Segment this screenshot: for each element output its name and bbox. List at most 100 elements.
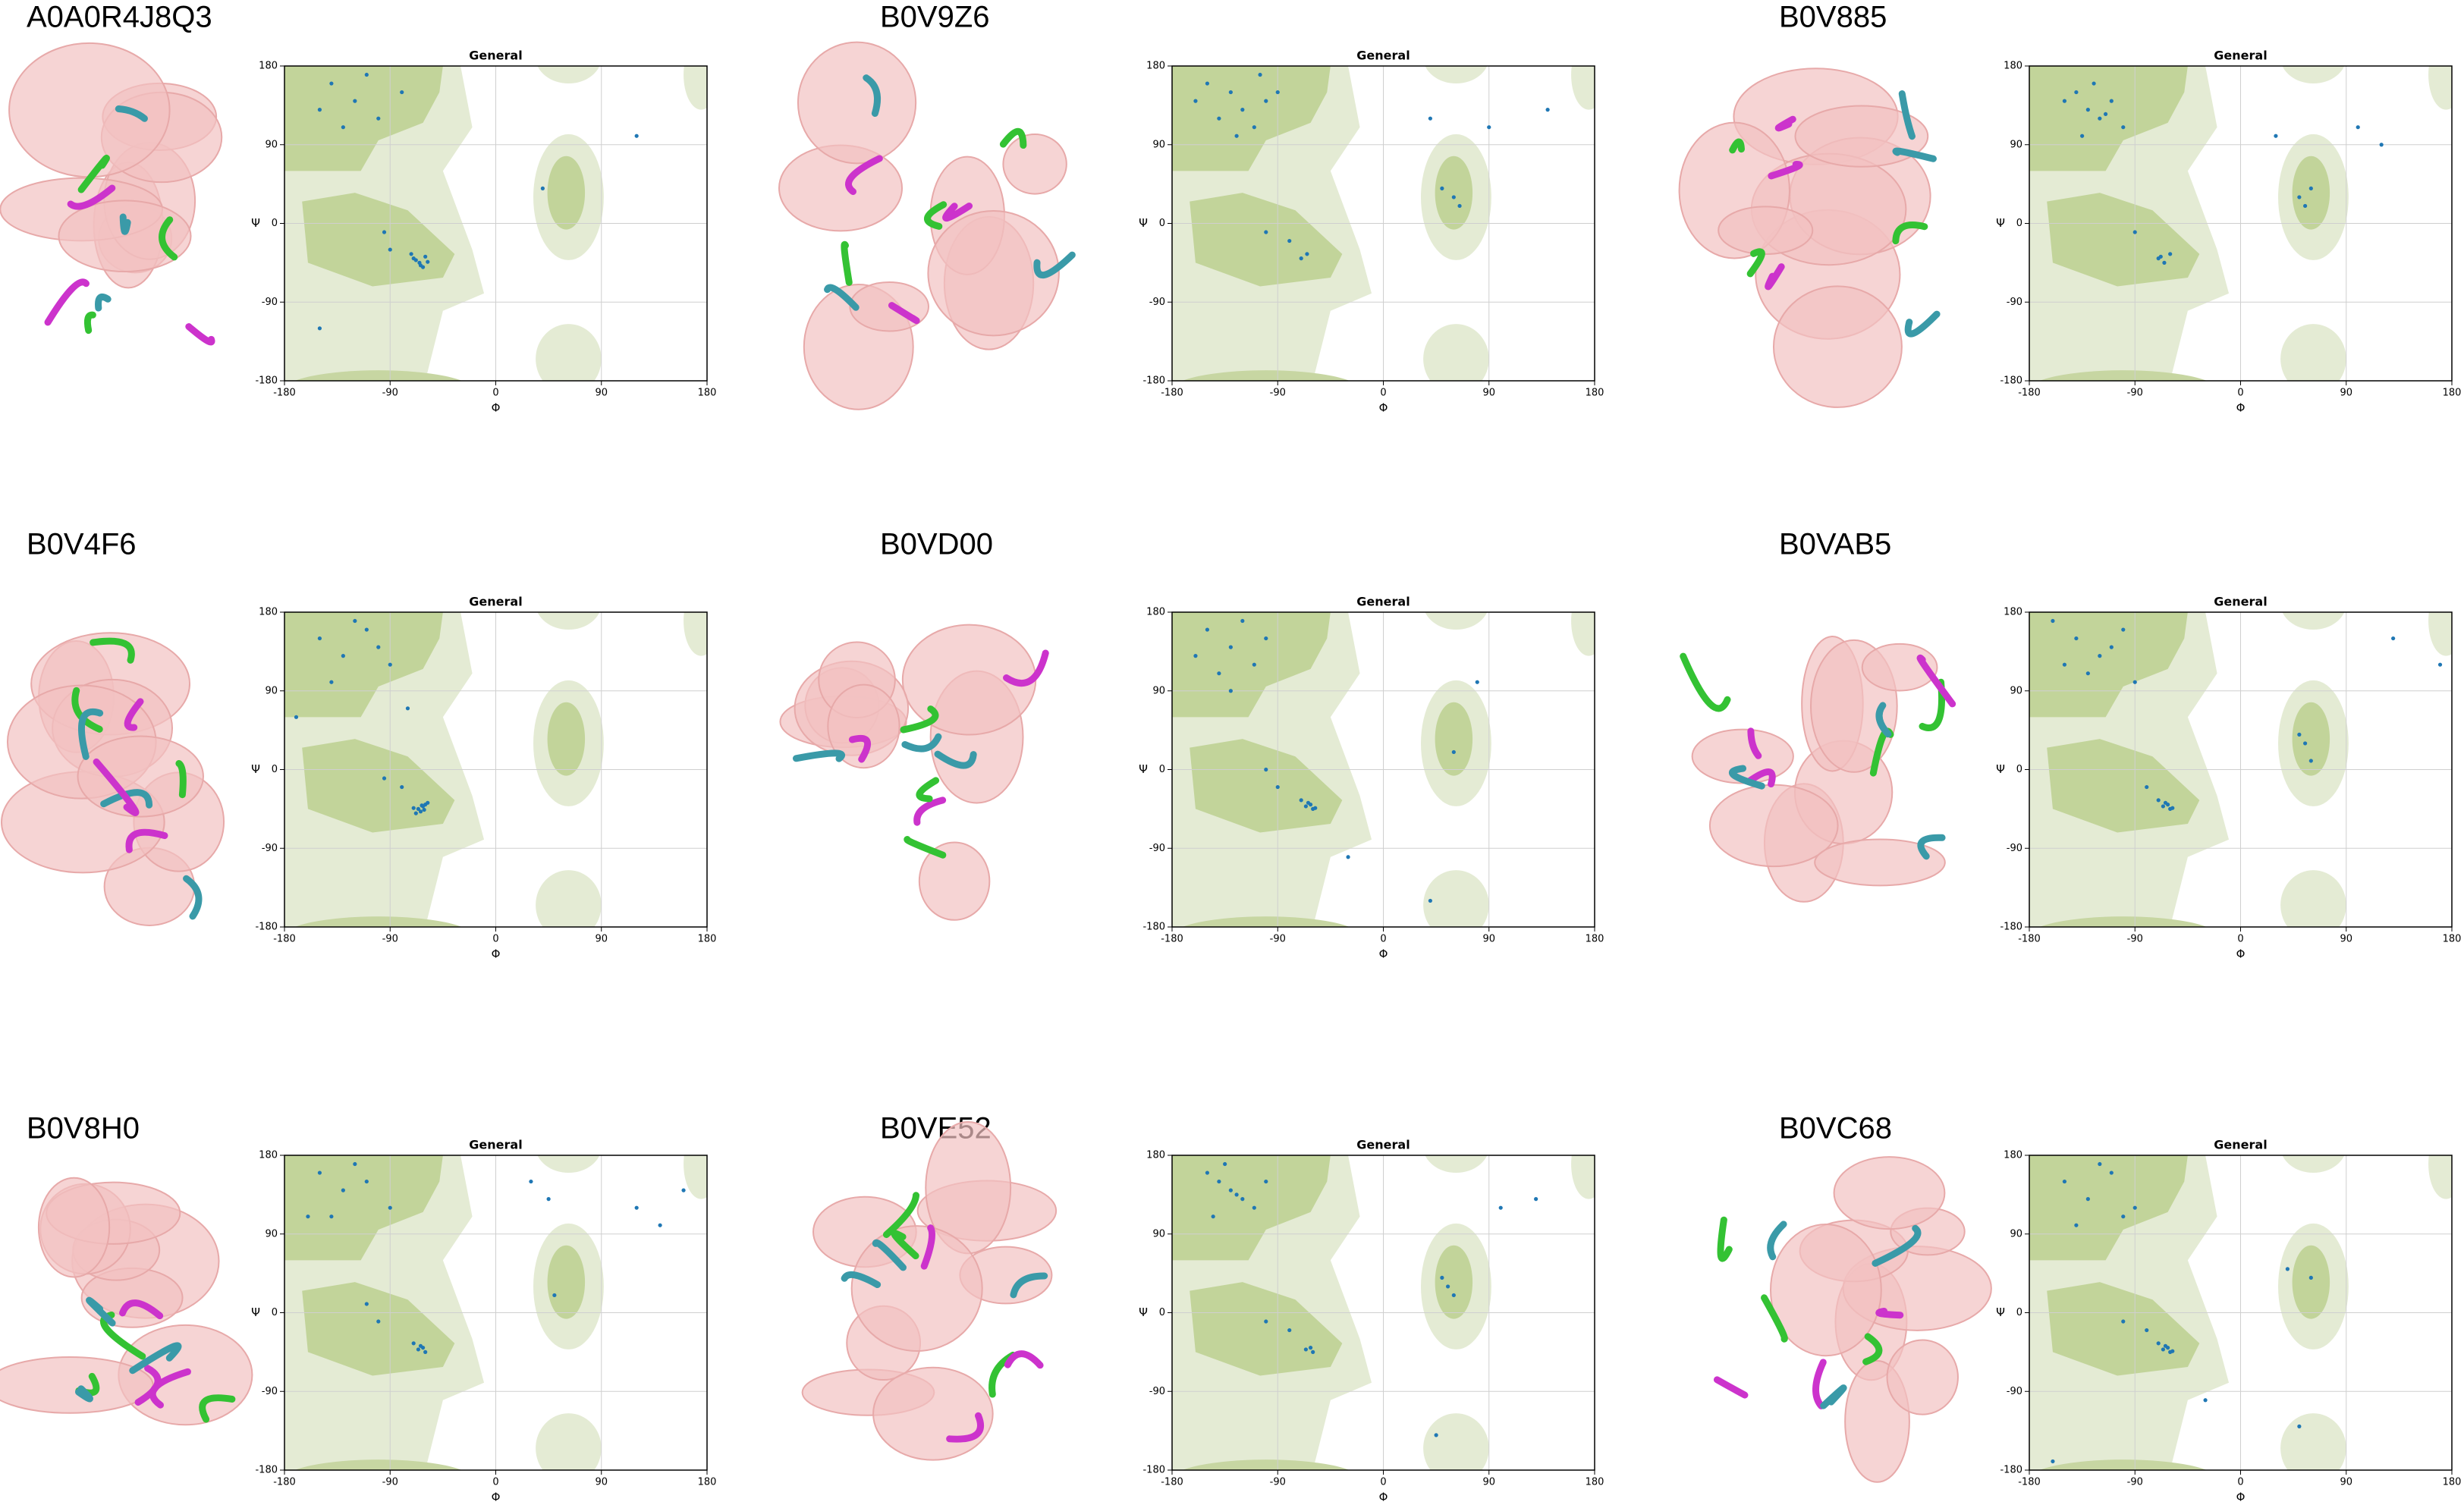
point (2062, 662, 2067, 667)
y-tick-label: 90 (1152, 1228, 1165, 1240)
chain (1917, 834, 1946, 860)
protein-label: B0V4F6 (27, 528, 137, 561)
allowed-region (536, 870, 602, 927)
point (2161, 1347, 2165, 1352)
y-tick-label: -180 (2000, 922, 2022, 933)
point (1428, 116, 1432, 121)
y-tick-label: 90 (265, 139, 278, 150)
point (2297, 195, 2302, 200)
x-tick-label: 180 (698, 388, 717, 399)
point (413, 258, 418, 262)
point (382, 776, 387, 781)
x-tick-label: 180 (1586, 388, 1604, 399)
x-tick-label: -180 (273, 934, 296, 945)
chain (185, 323, 215, 346)
point (1211, 1214, 1215, 1219)
points (1193, 618, 1479, 903)
x-tick-label: -180 (2018, 1477, 2041, 1488)
protein-label: B0V8H0 (27, 1112, 140, 1145)
favored-region (2039, 370, 2208, 381)
point (1299, 256, 1303, 261)
point (2302, 203, 2308, 209)
chain (913, 796, 947, 826)
point (2297, 1424, 2302, 1428)
x-tick-label: -180 (1161, 388, 1183, 399)
point (1440, 186, 1444, 190)
y-tick-label: -180 (255, 922, 278, 933)
y-tick-label: -90 (262, 297, 278, 308)
surface (8, 42, 171, 178)
point (1217, 116, 1221, 121)
y-tick-label: 90 (2010, 139, 2022, 150)
chain (1680, 652, 1731, 712)
allowed-regions (2029, 66, 2452, 381)
favored-region (2292, 156, 2330, 230)
chain (83, 311, 96, 335)
x-tick-label: 0 (492, 934, 498, 945)
allowed-regions (1172, 1155, 1595, 1470)
x-tick-label: 90 (1482, 1477, 1495, 1488)
x-tick-label: -90 (1270, 934, 1286, 945)
point (2062, 99, 2067, 103)
favored-region (1190, 193, 1343, 287)
point (306, 1214, 310, 1219)
panel: B0V885 -180 -90 0 90 180 -180 -90 0 90 180 General Φ… (1678, 1, 2461, 415)
x-tick-label: 0 (1380, 388, 1386, 399)
point (1303, 804, 1308, 809)
panel: A0A0R4J8Q3 -180 -90 0 90 180 -180 -90 0 90 180 Gene… (0, 1, 717, 415)
chart-title: General (469, 49, 522, 63)
x-tick-label: -180 (2018, 388, 2041, 399)
chain (100, 789, 153, 809)
x-tick-label: -180 (1161, 1477, 1183, 1488)
chain (946, 1412, 985, 1443)
protein-structure (801, 1120, 1058, 1461)
chain (67, 184, 116, 210)
favored-region (2292, 1245, 2330, 1319)
y-tick-label: 180 (1146, 607, 1165, 618)
x-tick-label: -90 (1270, 1477, 1286, 1488)
point (1457, 203, 1462, 209)
point (418, 263, 423, 268)
y-tick-label: -180 (255, 1465, 278, 1476)
protein-structure (778, 41, 1076, 410)
x-tick-label: 90 (2340, 1477, 2352, 1488)
chain (1862, 1333, 1883, 1365)
plot-frame (284, 611, 708, 928)
point (1264, 1179, 1268, 1184)
chain (1875, 702, 1892, 738)
x-tick-label: 180 (698, 934, 717, 945)
allowed-region (684, 66, 707, 110)
point (418, 1343, 423, 1348)
allowed-region (537, 1155, 600, 1174)
chain (1729, 138, 1745, 154)
points (1193, 72, 1550, 261)
point (329, 81, 334, 86)
x-tick-label: 90 (595, 934, 608, 945)
chain (792, 749, 846, 762)
chain (86, 1296, 116, 1327)
chain (119, 1299, 164, 1320)
point (416, 806, 420, 811)
point (353, 618, 357, 624)
y-axis-label: Ψ (1996, 1305, 2005, 1319)
point (681, 1188, 686, 1192)
surface (797, 41, 917, 165)
surface (1833, 1156, 1946, 1230)
chain (1745, 768, 1776, 788)
chain (149, 1368, 191, 1409)
point (1228, 90, 1233, 95)
point (317, 108, 322, 112)
protein-structure (0, 1177, 253, 1426)
point (2109, 99, 2114, 103)
favored-region (2047, 1282, 2200, 1376)
point (2074, 636, 2079, 641)
point (1193, 654, 1198, 658)
chain (824, 284, 860, 311)
chart-title: General (1356, 1138, 1410, 1152)
chain (124, 698, 144, 731)
plot-frame (1171, 611, 1595, 928)
y-axis-label: Ψ (251, 216, 260, 230)
y-tick-label: -90 (1149, 297, 1165, 308)
point (364, 72, 369, 77)
